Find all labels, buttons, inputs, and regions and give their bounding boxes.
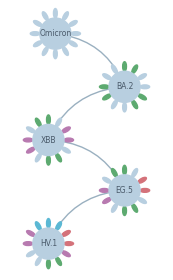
Ellipse shape xyxy=(56,118,61,127)
Ellipse shape xyxy=(112,65,117,73)
Ellipse shape xyxy=(62,251,70,257)
Ellipse shape xyxy=(63,47,68,55)
Ellipse shape xyxy=(34,41,42,47)
Ellipse shape xyxy=(47,115,50,124)
Ellipse shape xyxy=(64,138,74,142)
Ellipse shape xyxy=(56,153,61,162)
Circle shape xyxy=(109,71,140,102)
Ellipse shape xyxy=(123,102,126,112)
Ellipse shape xyxy=(138,74,146,80)
Ellipse shape xyxy=(56,257,61,265)
Circle shape xyxy=(33,228,64,259)
Ellipse shape xyxy=(64,242,74,246)
Ellipse shape xyxy=(140,188,150,192)
Text: EG.5: EG.5 xyxy=(116,186,134,195)
Ellipse shape xyxy=(23,138,33,142)
Ellipse shape xyxy=(132,204,138,212)
Text: BA.2: BA.2 xyxy=(116,82,133,91)
Ellipse shape xyxy=(42,12,48,20)
Text: Omicron: Omicron xyxy=(39,29,71,38)
Ellipse shape xyxy=(123,62,126,71)
Ellipse shape xyxy=(123,206,126,216)
Ellipse shape xyxy=(140,85,150,89)
Ellipse shape xyxy=(99,85,109,89)
Ellipse shape xyxy=(69,41,77,47)
Ellipse shape xyxy=(27,127,35,133)
Ellipse shape xyxy=(35,118,41,127)
Ellipse shape xyxy=(30,32,40,36)
Ellipse shape xyxy=(56,222,61,230)
Ellipse shape xyxy=(71,32,80,36)
Ellipse shape xyxy=(132,169,138,177)
Ellipse shape xyxy=(23,242,33,246)
Ellipse shape xyxy=(27,230,35,236)
Text: HV.1: HV.1 xyxy=(40,239,57,248)
Ellipse shape xyxy=(123,165,126,175)
FancyArrowPatch shape xyxy=(65,35,120,77)
Ellipse shape xyxy=(35,222,41,230)
Ellipse shape xyxy=(35,153,41,162)
Ellipse shape xyxy=(138,177,146,183)
Ellipse shape xyxy=(63,12,68,20)
Ellipse shape xyxy=(35,257,41,265)
Ellipse shape xyxy=(132,100,138,109)
Ellipse shape xyxy=(53,49,57,59)
Ellipse shape xyxy=(62,127,70,133)
Ellipse shape xyxy=(112,169,117,177)
FancyArrowPatch shape xyxy=(58,141,119,181)
Ellipse shape xyxy=(27,251,35,257)
Ellipse shape xyxy=(69,20,77,26)
Ellipse shape xyxy=(47,218,50,228)
Circle shape xyxy=(109,175,140,206)
Ellipse shape xyxy=(103,94,111,100)
Circle shape xyxy=(40,18,71,49)
Ellipse shape xyxy=(62,230,70,236)
Ellipse shape xyxy=(138,94,146,100)
Ellipse shape xyxy=(99,188,109,192)
Ellipse shape xyxy=(103,198,111,204)
Ellipse shape xyxy=(62,147,70,153)
FancyArrowPatch shape xyxy=(53,88,115,130)
Ellipse shape xyxy=(27,147,35,153)
Ellipse shape xyxy=(112,100,117,109)
Ellipse shape xyxy=(34,20,42,26)
Ellipse shape xyxy=(42,47,48,55)
Ellipse shape xyxy=(138,198,146,204)
Text: XBB: XBB xyxy=(41,136,56,144)
FancyArrowPatch shape xyxy=(53,192,115,234)
Ellipse shape xyxy=(112,204,117,212)
Ellipse shape xyxy=(47,156,50,165)
Ellipse shape xyxy=(53,8,57,18)
Circle shape xyxy=(33,124,64,156)
Ellipse shape xyxy=(103,74,111,80)
Ellipse shape xyxy=(132,65,138,73)
Ellipse shape xyxy=(103,177,111,183)
Ellipse shape xyxy=(47,259,50,269)
